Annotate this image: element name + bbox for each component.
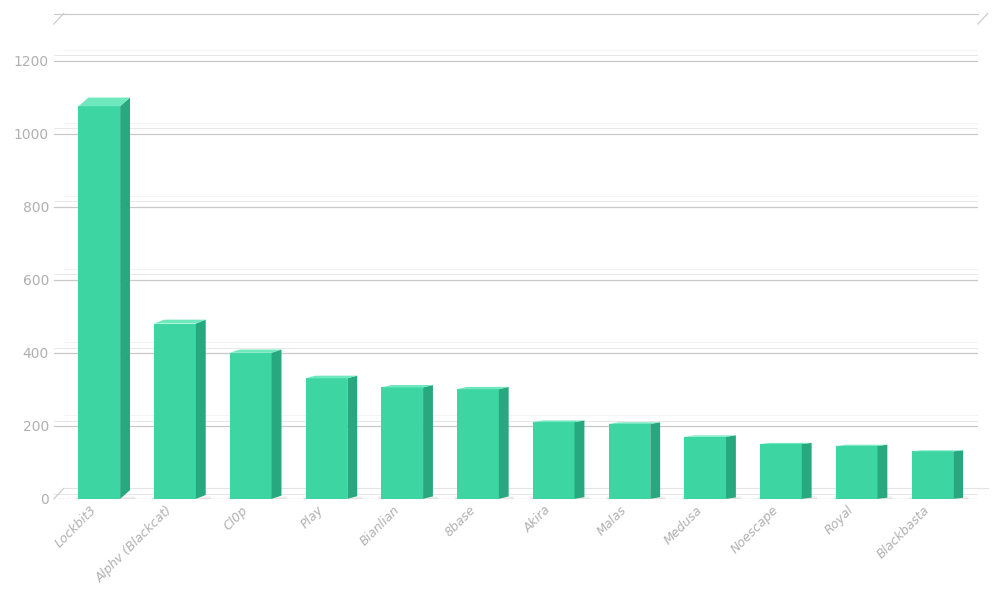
FancyBboxPatch shape (531, 497, 590, 504)
FancyBboxPatch shape (909, 496, 968, 503)
FancyBboxPatch shape (379, 496, 438, 503)
FancyBboxPatch shape (152, 497, 211, 504)
Polygon shape (802, 443, 812, 499)
Polygon shape (912, 450, 963, 452)
FancyBboxPatch shape (909, 497, 968, 504)
FancyBboxPatch shape (228, 496, 287, 503)
FancyBboxPatch shape (606, 496, 665, 503)
Polygon shape (306, 376, 357, 379)
FancyBboxPatch shape (455, 499, 514, 506)
FancyBboxPatch shape (834, 496, 893, 503)
Polygon shape (575, 420, 584, 499)
Polygon shape (533, 422, 575, 499)
Polygon shape (760, 443, 812, 444)
FancyBboxPatch shape (379, 499, 438, 506)
Polygon shape (726, 435, 736, 499)
Polygon shape (457, 387, 509, 389)
FancyBboxPatch shape (682, 497, 741, 504)
FancyBboxPatch shape (303, 496, 362, 503)
FancyBboxPatch shape (379, 497, 438, 504)
FancyBboxPatch shape (76, 496, 135, 503)
FancyBboxPatch shape (606, 497, 665, 504)
Polygon shape (306, 379, 347, 499)
FancyBboxPatch shape (228, 499, 287, 506)
FancyBboxPatch shape (758, 496, 817, 503)
Polygon shape (609, 424, 650, 499)
Polygon shape (533, 420, 584, 422)
FancyBboxPatch shape (834, 499, 893, 506)
Polygon shape (609, 422, 660, 424)
Polygon shape (878, 444, 887, 499)
FancyBboxPatch shape (682, 499, 741, 506)
FancyBboxPatch shape (303, 497, 362, 504)
FancyBboxPatch shape (909, 499, 968, 506)
FancyBboxPatch shape (455, 496, 514, 503)
FancyBboxPatch shape (228, 497, 287, 504)
Polygon shape (78, 98, 130, 106)
Polygon shape (120, 98, 130, 499)
Polygon shape (499, 387, 509, 499)
FancyBboxPatch shape (531, 499, 590, 506)
Polygon shape (457, 389, 499, 499)
FancyBboxPatch shape (76, 497, 135, 504)
Polygon shape (684, 435, 736, 437)
Polygon shape (684, 437, 726, 499)
Polygon shape (760, 444, 802, 499)
FancyBboxPatch shape (682, 496, 741, 503)
Polygon shape (381, 385, 433, 388)
FancyBboxPatch shape (531, 496, 590, 503)
Polygon shape (230, 350, 281, 353)
FancyBboxPatch shape (606, 499, 665, 506)
Polygon shape (836, 446, 878, 499)
Polygon shape (912, 452, 953, 499)
Polygon shape (836, 444, 887, 446)
Polygon shape (953, 450, 963, 499)
FancyBboxPatch shape (455, 497, 514, 504)
Polygon shape (154, 323, 196, 499)
Polygon shape (230, 353, 272, 499)
FancyBboxPatch shape (758, 499, 817, 506)
Polygon shape (272, 350, 281, 499)
Polygon shape (196, 320, 206, 499)
Polygon shape (650, 422, 660, 499)
Polygon shape (423, 385, 433, 499)
Polygon shape (154, 320, 206, 323)
Polygon shape (78, 106, 120, 499)
FancyBboxPatch shape (303, 499, 362, 506)
FancyBboxPatch shape (834, 497, 893, 504)
FancyBboxPatch shape (152, 499, 211, 506)
FancyBboxPatch shape (758, 497, 817, 504)
Polygon shape (381, 388, 423, 499)
FancyBboxPatch shape (152, 496, 211, 503)
FancyBboxPatch shape (76, 499, 135, 506)
Polygon shape (347, 376, 357, 499)
